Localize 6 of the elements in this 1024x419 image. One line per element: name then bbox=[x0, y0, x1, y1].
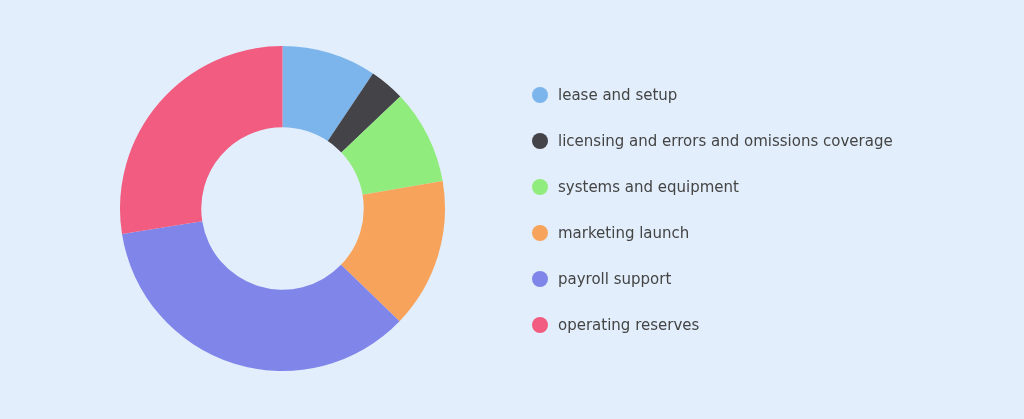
legend-label: operating reserves bbox=[558, 315, 700, 334]
legend-label: licensing and errors and omissions coverage bbox=[558, 131, 893, 150]
legend-label: systems and equipment bbox=[558, 177, 739, 196]
legend-label: payroll support bbox=[558, 269, 672, 288]
legend-label: lease and setup bbox=[558, 85, 678, 104]
legend-label: marketing launch bbox=[558, 223, 690, 242]
